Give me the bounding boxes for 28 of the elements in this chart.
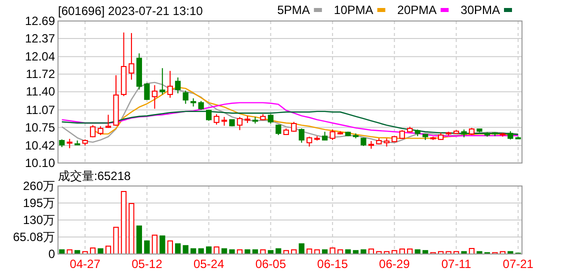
y-tick-label: 12.04 [24,50,56,64]
x-tick-label: 06-05 [255,257,286,271]
chart-title: [601696] 2023-07-21 13:10 [58,4,204,18]
y-tick-label: 0 [48,247,56,261]
y-tick-label: 12.69 [24,14,56,28]
y-tick-label: 11.40 [26,84,56,99]
y-tick-label: 11.07 [26,102,56,117]
x-tick-label: 07-11 [441,257,472,271]
legend-label: 5PMA [277,3,310,17]
y-tick-label: 11.72 [26,67,56,82]
y-tick-label: 10.10 [24,156,56,170]
x-tick-label: 05-24 [193,257,224,271]
y-tick-label: 195万 [22,196,55,210]
x-tick-label: 07-21 [502,257,534,271]
y-tick-label: 10.42 [24,138,56,152]
y-tick-label: 260万 [22,179,55,193]
y-tick-label: 65.08万 [12,230,55,244]
y-tick-label: 130万 [22,213,55,227]
x-tick-label: 05-12 [132,257,163,271]
legend-label: 10PMA [334,3,374,17]
x-tick-label: 06-15 [317,257,348,271]
legend-label: 20PMA [397,3,437,17]
legend-label: 30PMA [460,3,500,17]
y-tick-label: 12.37 [24,32,56,46]
x-tick-label: 04-27 [70,257,101,271]
x-tick-label: 06-29 [379,257,410,271]
chart-title: 成交量:65218 [58,169,132,183]
y-tick-label: 10.75 [24,120,56,134]
